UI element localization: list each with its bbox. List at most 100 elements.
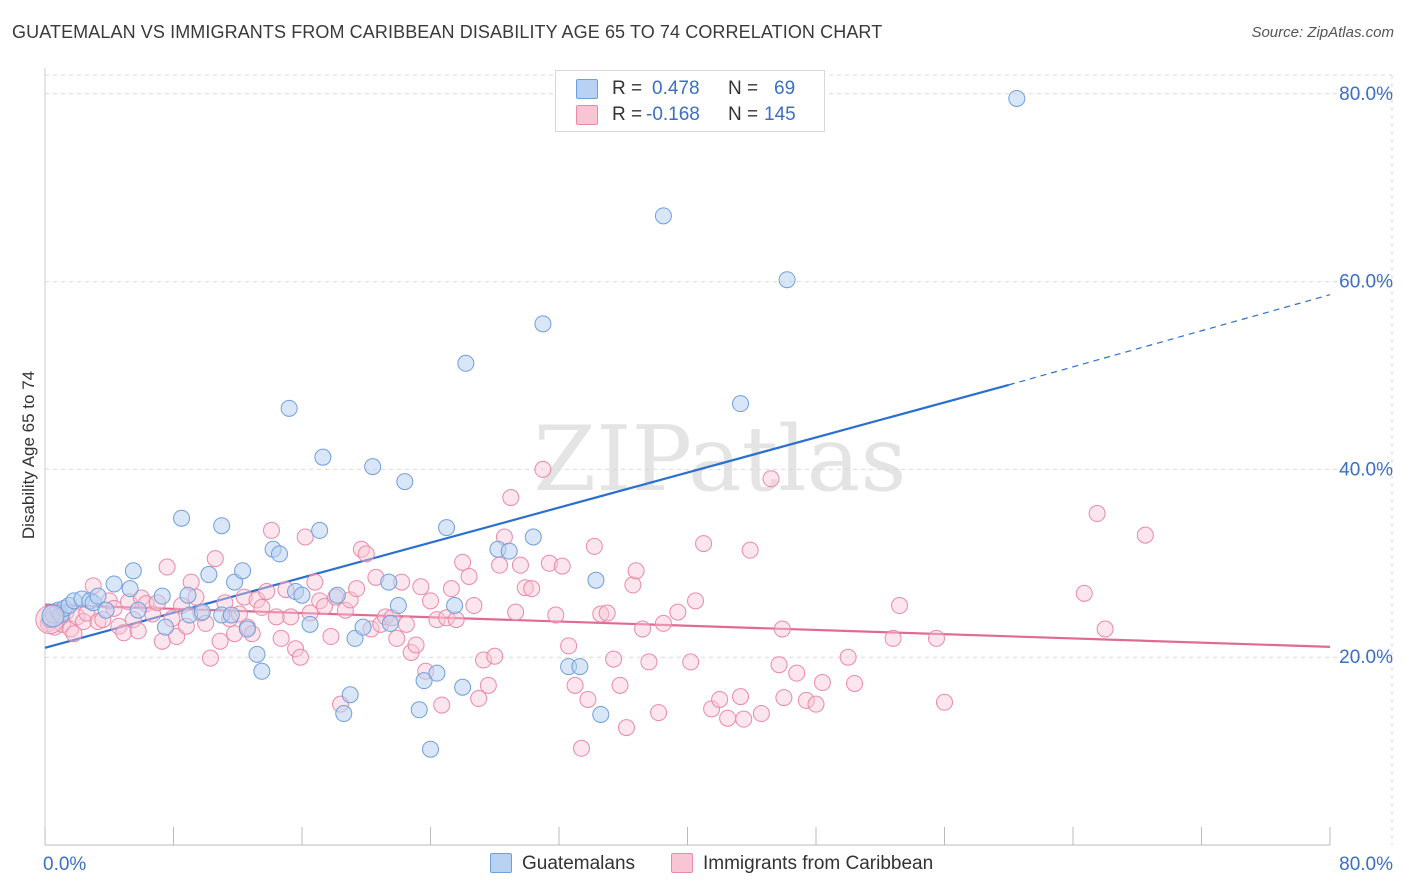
point-caribbean [291, 648, 309, 666]
point-caribbean [65, 625, 83, 643]
point-caribbean [397, 615, 415, 633]
point-caribbean [775, 689, 793, 707]
n-label: N = [728, 78, 759, 99]
point-caribbean [788, 664, 806, 682]
point-caribbean [211, 632, 229, 650]
trend-line-guatemalans-extension [1008, 294, 1331, 386]
n-label: N = [728, 104, 759, 125]
grid-lines [45, 74, 1393, 845]
point-guatemalan [234, 562, 252, 580]
point-guatemalan [410, 701, 428, 719]
swatch-guatemalans [576, 79, 598, 99]
point-guatemalan [1008, 89, 1026, 107]
point-guatemalan [500, 542, 518, 560]
point-caribbean [352, 540, 370, 558]
point-guatemalan [732, 395, 750, 413]
point-guatemalan [524, 528, 542, 546]
y-tick-label: 20.0% [1339, 647, 1393, 668]
point-caribbean [585, 537, 603, 555]
point-guatemalan [654, 207, 672, 225]
point-guatemalan [156, 618, 174, 636]
point-caribbean [547, 606, 565, 624]
point-guatemalan [381, 614, 399, 632]
point-guatemalan [301, 615, 319, 633]
point-caribbean [650, 704, 668, 722]
point-guatemalan [89, 587, 107, 605]
point-guatemalan [222, 606, 240, 624]
point-caribbean [711, 690, 729, 708]
point-guatemalan [587, 571, 605, 589]
point-guatemalan [280, 399, 298, 417]
point-caribbean [357, 545, 375, 563]
point-guatemalan [200, 566, 218, 584]
stats-legend: R = 0.478 N = 69 R = -0.168 N = 145 [555, 70, 825, 132]
point-caribbean [719, 709, 737, 727]
point-caribbean [470, 690, 488, 708]
point-caribbean [129, 622, 147, 640]
point-caribbean [640, 653, 658, 671]
point-caribbean [460, 567, 478, 585]
point-guatemalan [173, 509, 191, 527]
point-caribbean [579, 690, 597, 708]
point-caribbean [433, 696, 451, 714]
point-caribbean [348, 580, 366, 598]
point-caribbean [884, 629, 902, 647]
point-caribbean [465, 597, 483, 615]
point-caribbean [566, 676, 584, 694]
watermark: ZIPatlas [533, 407, 906, 512]
point-caribbean [388, 629, 406, 647]
point-caribbean [454, 553, 472, 571]
point-caribbean [158, 558, 176, 576]
point-caribbean [839, 648, 857, 666]
point-caribbean [235, 588, 253, 606]
point-guatemalan [179, 586, 197, 604]
source-label: Source: ZipAtlas.com [1251, 24, 1394, 41]
point-caribbean [502, 489, 520, 507]
point-guatemalan [446, 597, 464, 615]
point-caribbean [516, 579, 534, 597]
point-guatemalan [124, 562, 142, 580]
point-caribbean [491, 556, 509, 574]
point-caribbean [598, 604, 616, 622]
point-caribbean [262, 521, 280, 539]
point-guatemalan [248, 645, 266, 663]
point-caribbean [687, 592, 705, 610]
point-caribbean [422, 592, 439, 610]
point-guatemalan [457, 354, 475, 372]
point-caribbean [407, 636, 425, 654]
point-guatemalan [341, 686, 359, 704]
point-guatemalan [592, 705, 610, 723]
point-caribbean [1136, 526, 1154, 544]
point-caribbean [322, 628, 340, 646]
tick-labels: 20.0% 40.0% 60.0% 80.0% 0.0% 80.0% [43, 84, 1393, 875]
point-caribbean [475, 651, 493, 669]
point-guatemalan [97, 601, 115, 619]
point-guatemalan [364, 458, 382, 476]
n-value: 69 [774, 78, 796, 99]
point-guatemalan [335, 705, 353, 723]
swatch-caribbean [576, 105, 598, 125]
point-caribbean [311, 592, 329, 610]
point-caribbean [267, 608, 285, 626]
n-value: 145 [764, 104, 796, 125]
x-tick-label: 0.0% [43, 854, 86, 875]
point-guatemalan [422, 740, 439, 758]
point-caribbean [206, 550, 224, 568]
x-tick-label: 80.0% [1339, 854, 1393, 875]
point-guatemalan [213, 517, 231, 535]
y-tick-label: 40.0% [1339, 459, 1393, 480]
point-guatemalan [271, 545, 289, 563]
point-caribbean [511, 556, 529, 574]
point-caribbean [523, 580, 541, 598]
point-caribbean [813, 674, 831, 692]
point-guatemalan [293, 586, 311, 604]
point-guatemalan [454, 678, 472, 696]
point-caribbean [846, 674, 864, 692]
point-caribbean [560, 637, 578, 655]
point-caribbean [1088, 505, 1106, 523]
legend-label: Immigrants from Caribbean [703, 853, 934, 874]
point-guatemalan [311, 521, 329, 539]
legend-label: Guatemalans [522, 853, 636, 874]
point-guatemalan [193, 603, 211, 621]
point-guatemalan [238, 620, 256, 638]
